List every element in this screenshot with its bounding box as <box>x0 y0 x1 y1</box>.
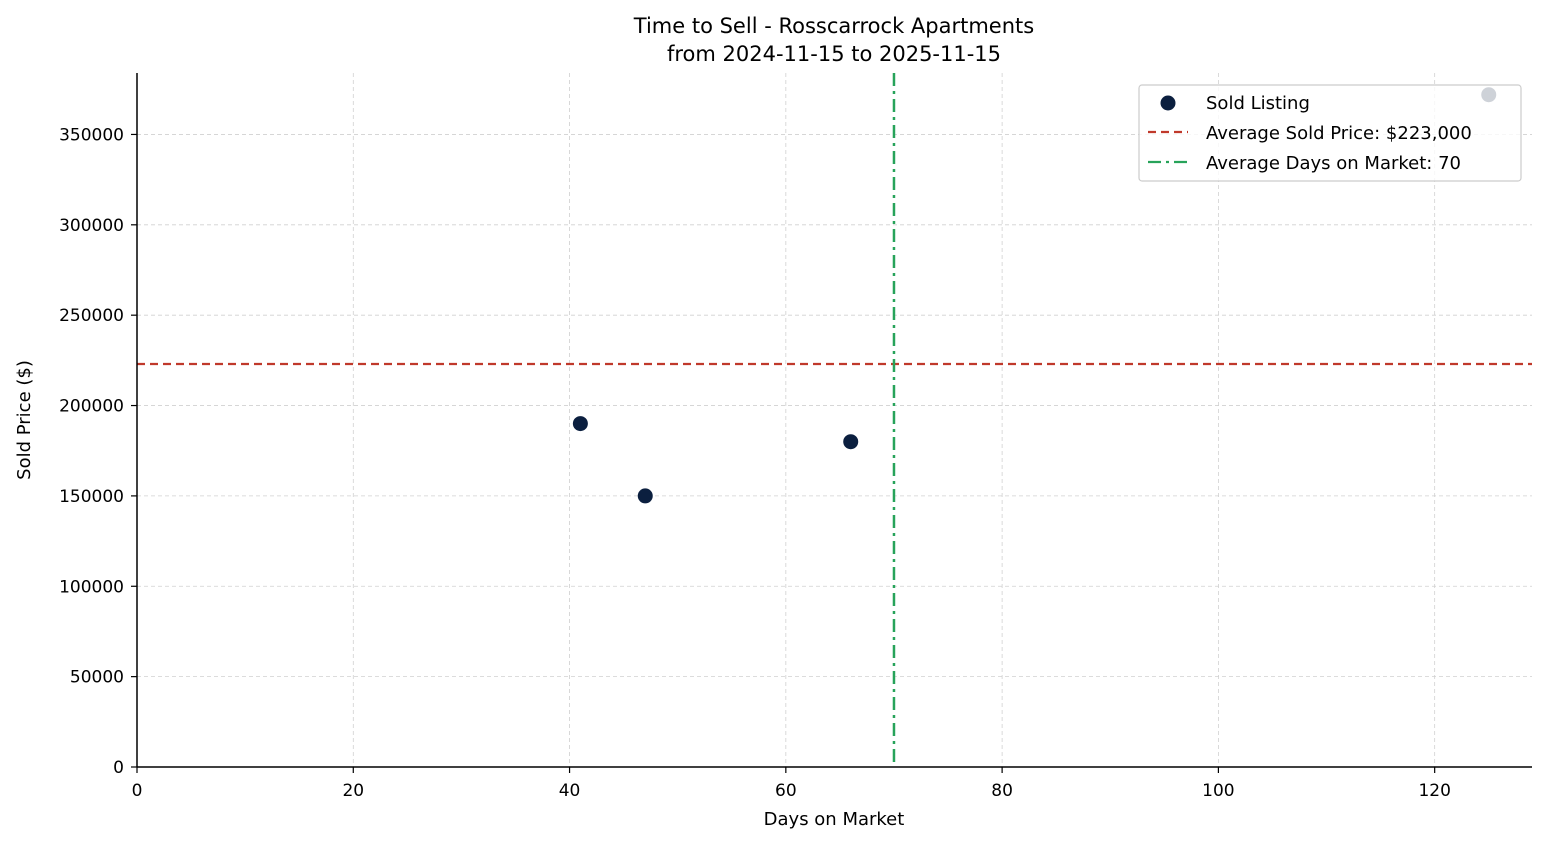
x-tick-label: 20 <box>342 781 364 801</box>
legend-marker-sold-listing-icon <box>1160 95 1176 111</box>
y-tick-label: 300000 <box>59 216 124 236</box>
y-axis-label: Sold Price ($) <box>14 360 35 480</box>
legend-label-avg-price: Average Sold Price: $223,000 <box>1206 123 1472 144</box>
chart-title: Time to Sell - Rosscarrock Apartments <box>633 14 1034 38</box>
axes <box>136 73 1532 768</box>
sold-listing-point <box>637 488 653 504</box>
legend-box <box>1138 84 1522 182</box>
y-tick-label: 50000 <box>70 668 124 688</box>
reference-lines <box>137 73 1532 767</box>
y-tick-label: 200000 <box>59 397 124 417</box>
x-tick-label: 120 <box>1418 781 1450 801</box>
sold-listing-point <box>843 434 859 450</box>
sold-listing-point <box>572 416 588 432</box>
legend-label-avg-days: Average Days on Market: 70 <box>1206 153 1461 174</box>
x-tick-label: 80 <box>991 781 1013 801</box>
y-tick-label: 250000 <box>59 306 124 326</box>
x-tick-label: 100 <box>1202 781 1234 801</box>
chart-subtitle: from 2024-11-15 to 2025-11-15 <box>667 42 1001 66</box>
y-axis-ticks: 0 50000 100000 150000 200000 250000 300000 3500… <box>59 125 137 778</box>
y-tick-label: 350000 <box>59 125 124 145</box>
x-tick-label: 0 <box>132 781 143 801</box>
x-tick-label: 40 <box>559 781 581 801</box>
x-axis-label: Days on Market <box>764 809 905 830</box>
legend-label-sold-listing: Sold Listing <box>1206 93 1310 114</box>
x-axis-ticks: 0 20 40 60 80 100 120 <box>132 767 1451 801</box>
y-tick-label: 150000 <box>59 487 124 507</box>
x-tick-label: 60 <box>775 781 797 801</box>
y-tick-label: 100000 <box>59 577 124 597</box>
legend: Sold Listing Average Sold Price: $223,00… <box>1138 84 1522 182</box>
y-tick-label: 0 <box>113 758 124 778</box>
